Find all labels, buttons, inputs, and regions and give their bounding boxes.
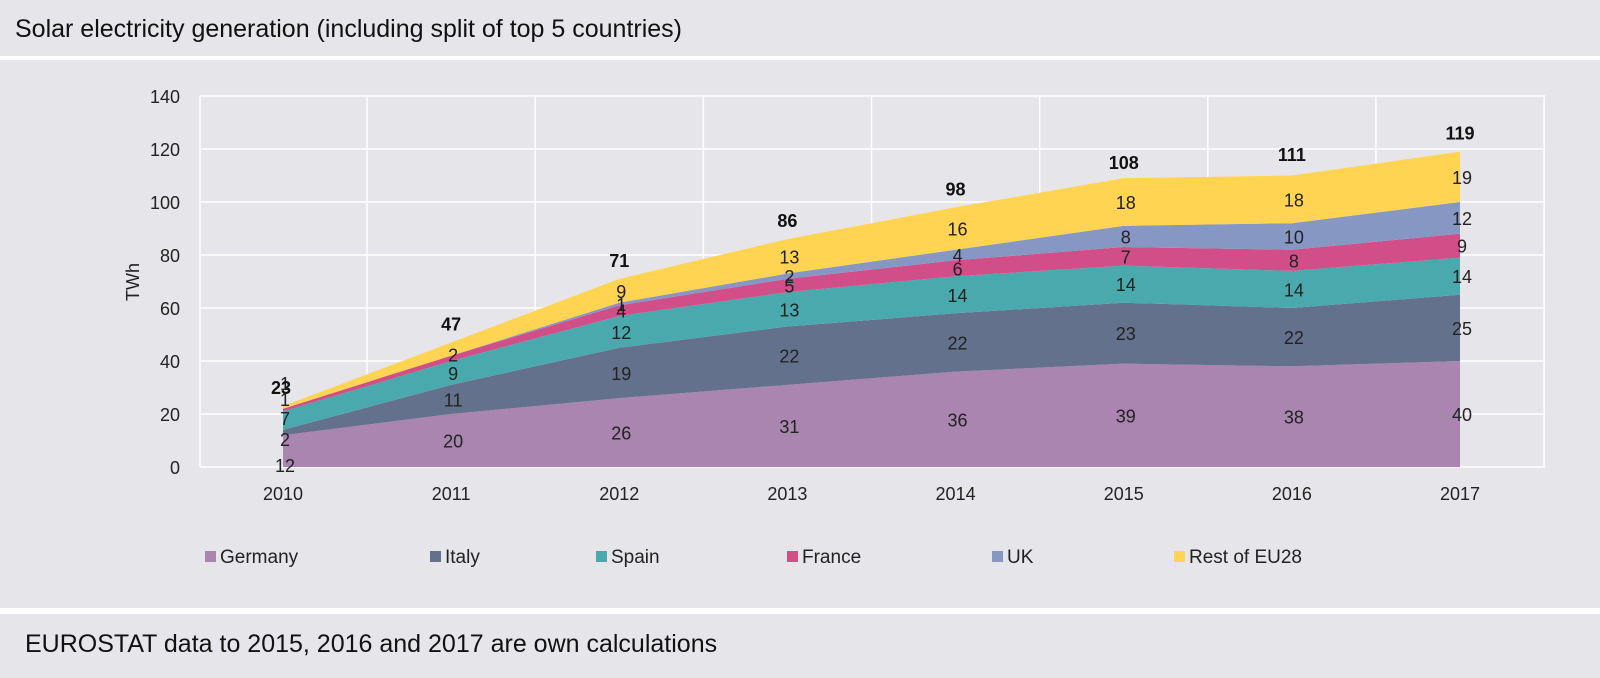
- data-label: 7: [280, 409, 290, 429]
- y-tick-label: 140: [150, 87, 180, 107]
- y-tick-label: 100: [150, 193, 180, 213]
- data-label: 1: [280, 390, 290, 410]
- x-tick-label: 2015: [1104, 484, 1144, 504]
- total-label: 111: [1278, 145, 1306, 165]
- data-label: 18: [1116, 193, 1136, 213]
- data-label: 14: [1116, 275, 1136, 295]
- data-label: 22: [948, 333, 968, 353]
- source-note-bar: EUROSTAT data to 2015, 2016 and 2017 are…: [0, 614, 1600, 678]
- data-label: 36: [948, 410, 968, 430]
- legend-label: Italy: [445, 547, 480, 568]
- data-label: 23: [1116, 324, 1136, 344]
- data-label: 38: [1284, 408, 1304, 428]
- data-label: 4: [616, 302, 626, 322]
- y-axis-title: TWh: [123, 263, 143, 301]
- data-label: 8: [1289, 251, 1299, 271]
- data-label: 12: [611, 323, 631, 343]
- total-label: 98: [946, 179, 966, 199]
- data-label: 22: [1284, 328, 1304, 348]
- data-label: 11: [444, 390, 463, 410]
- data-label: 2: [784, 267, 794, 287]
- total-label: 71: [609, 251, 629, 271]
- data-label: 40: [1452, 405, 1472, 425]
- chart-title: Solar electricity generation (including …: [15, 15, 683, 43]
- data-label: 12: [275, 456, 295, 476]
- y-tick-label: 0: [170, 458, 180, 478]
- total-label: 86: [777, 211, 797, 231]
- area-uk: [283, 202, 1460, 409]
- data-label: 22: [779, 347, 799, 367]
- x-tick-label: 2012: [599, 484, 639, 504]
- legend-label: Rest of EU28: [1189, 547, 1302, 568]
- data-label: 4: [953, 246, 963, 266]
- data-label: 13: [779, 300, 799, 320]
- data-label: 25: [1452, 319, 1472, 339]
- source-note: EUROSTAT data to 2015, 2016 and 2017 are…: [25, 630, 718, 658]
- total-label: 47: [441, 314, 461, 334]
- data-label: 39: [1116, 406, 1136, 426]
- data-label: 13: [779, 247, 799, 267]
- data-label: 10: [1284, 227, 1304, 247]
- area-germany: [283, 361, 1460, 467]
- x-tick-label: 2013: [767, 484, 807, 504]
- data-label: 26: [611, 424, 631, 444]
- legend-swatch: [992, 551, 1003, 562]
- area-italy: [283, 294, 1460, 436]
- area-spain: [283, 257, 1460, 430]
- data-label: 19: [1452, 168, 1472, 188]
- legend-label: UK: [1007, 547, 1034, 568]
- x-tick-label: 2011: [432, 484, 471, 504]
- legend-swatch: [1174, 551, 1185, 562]
- data-label: 9: [616, 282, 626, 302]
- data-label: 6: [953, 259, 963, 279]
- legend-swatch: [430, 551, 441, 562]
- data-label: 7: [1121, 247, 1131, 267]
- area-rest-of-eu28: [283, 151, 1460, 409]
- data-label: 12: [1452, 209, 1472, 229]
- chart-header: Solar electricity generation (including …: [0, 0, 1600, 56]
- data-label: 1: [616, 295, 626, 315]
- y-tick-label: 80: [160, 246, 180, 266]
- data-label: 14: [948, 286, 968, 306]
- legend-label: France: [802, 547, 861, 568]
- chart-area: 12 20 26 31 36 39 38 40 2 11 19 22 22 23 22 25 7 9 12 13 14 1…: [0, 60, 1600, 608]
- y-tick-label: 20: [160, 405, 180, 425]
- data-label: 9: [1457, 237, 1467, 257]
- total-label: 23: [271, 378, 291, 398]
- data-label: 31: [779, 417, 799, 437]
- legend-swatch: [596, 551, 607, 562]
- data-label: 19: [611, 364, 631, 384]
- data-label: 20: [443, 432, 463, 452]
- legend-label: Spain: [611, 547, 660, 568]
- data-label: 9: [448, 364, 458, 384]
- data-label: 14: [1452, 267, 1472, 287]
- data-label: 2: [280, 430, 290, 450]
- data-label: 16: [948, 220, 968, 240]
- legend-swatch: [205, 551, 216, 562]
- data-label: 18: [1284, 190, 1304, 210]
- legend-swatch: [787, 551, 798, 562]
- total-label: 119: [1445, 124, 1474, 144]
- y-tick-label: 60: [160, 299, 180, 319]
- y-tick-label: 120: [150, 140, 180, 160]
- data-label: 1: [280, 374, 290, 394]
- area-france: [283, 233, 1460, 412]
- x-tick-label: 2014: [936, 484, 976, 504]
- x-tick-label: 2010: [263, 484, 303, 504]
- data-label: 2: [448, 345, 458, 365]
- data-label: 14: [1284, 280, 1304, 300]
- total-label: 108: [1109, 153, 1139, 173]
- data-label: 8: [1121, 227, 1131, 247]
- x-tick-label: 2016: [1272, 484, 1312, 504]
- data-label: 5: [784, 276, 794, 296]
- y-tick-label: 40: [160, 352, 180, 372]
- x-tick-label: 2017: [1440, 484, 1480, 504]
- legend-label: Germany: [220, 547, 299, 568]
